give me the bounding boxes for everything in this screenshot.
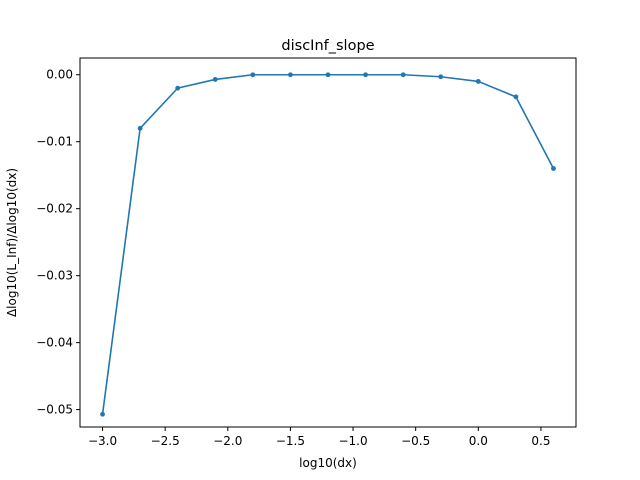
x-axis-label: log10(dx) bbox=[299, 456, 357, 470]
x-tick-label: −3.0 bbox=[88, 434, 117, 448]
data-point bbox=[100, 411, 105, 417]
data-point bbox=[325, 72, 331, 78]
y-tick-label: −0.02 bbox=[36, 202, 73, 216]
data-point bbox=[551, 166, 556, 171]
x-tick-label: −0.5 bbox=[401, 434, 430, 448]
x-tick-label: 0.5 bbox=[531, 434, 550, 448]
y-axis-label: Δlog10(L_Inf)/Δlog10(dx) bbox=[5, 168, 19, 317]
y-axis-ticks: 0.00 −0.01 −0.02 −0.03 −0.04 −0.05 bbox=[36, 68, 80, 417]
data-point bbox=[175, 85, 181, 91]
x-tick-label: 0.0 bbox=[469, 434, 488, 448]
x-tick-label: −2.0 bbox=[213, 434, 242, 448]
x-tick-label: −2.5 bbox=[151, 434, 180, 448]
plot-frame bbox=[79, 57, 577, 428]
chart-title: discInf_slope bbox=[281, 38, 374, 54]
data-point bbox=[400, 72, 406, 78]
data-point bbox=[438, 74, 444, 80]
x-axis-ticks: −3.0 −2.5 −2.0 −1.5 −1.0 −0.5 0.0 0.5 bbox=[88, 427, 550, 448]
data-point bbox=[250, 72, 256, 78]
data-point bbox=[475, 79, 481, 84]
y-tick-label: −0.01 bbox=[36, 135, 73, 149]
data-point bbox=[137, 125, 143, 131]
y-tick-label: −0.04 bbox=[36, 336, 73, 350]
data-point bbox=[513, 94, 519, 100]
y-tick-label: −0.03 bbox=[36, 269, 73, 283]
data-point bbox=[363, 72, 368, 78]
y-tick-label: 0.00 bbox=[46, 68, 73, 82]
y-tick-label: −0.05 bbox=[36, 403, 73, 417]
data-point bbox=[288, 72, 293, 78]
data-point bbox=[212, 77, 218, 82]
series-layer bbox=[100, 72, 556, 417]
x-tick-label: −1.0 bbox=[338, 434, 367, 448]
x-tick-label: −1.5 bbox=[276, 434, 305, 448]
